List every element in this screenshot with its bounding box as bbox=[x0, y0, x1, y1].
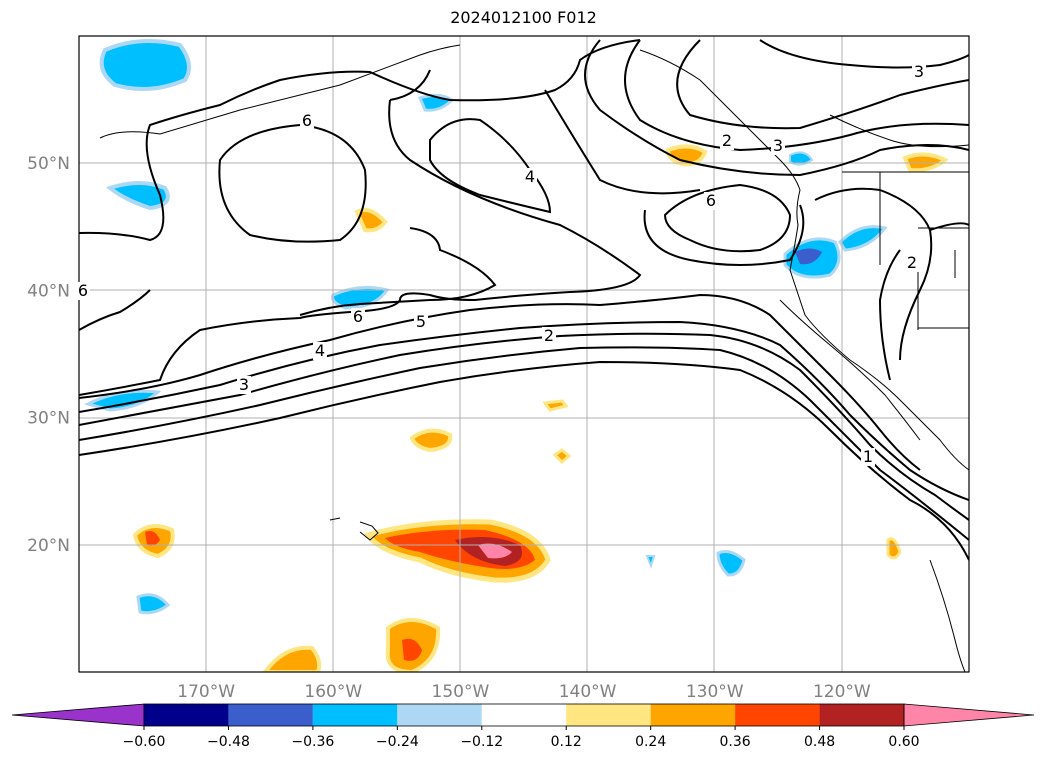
contour-label: 6 bbox=[353, 307, 363, 326]
colorbar-segment bbox=[735, 704, 820, 726]
contour-label-bg bbox=[861, 448, 875, 466]
contour-label-bg bbox=[300, 112, 314, 130]
map-title: 2024012100 F012 bbox=[450, 8, 597, 27]
contour-label-bg bbox=[912, 63, 926, 81]
lat-label-30: 30°N bbox=[27, 409, 70, 429]
lon-label-120: 120°W bbox=[813, 682, 871, 702]
contour-label: 6 bbox=[78, 281, 88, 300]
lat-label-50: 50°N bbox=[27, 154, 70, 174]
colorbar-tick-label: −0.12 bbox=[460, 734, 503, 750]
contour-label: 5 bbox=[416, 312, 426, 331]
colorbar-tick-label: −0.60 bbox=[123, 734, 166, 750]
lon-label-160: 160°W bbox=[304, 682, 362, 702]
colorbar-tick-label: 0.24 bbox=[635, 734, 666, 750]
colorbar-tick-labels: −0.60 −0.48 −0.36 −0.24 −0.12 0.12 0.24 0.36 0.4… bbox=[123, 726, 920, 750]
contour-label-bg bbox=[542, 327, 556, 345]
contour-label: 3 bbox=[773, 136, 783, 155]
lat-label-40: 40°N bbox=[27, 281, 70, 301]
contour-label-bg bbox=[905, 254, 919, 272]
colorbar-segment bbox=[228, 704, 313, 726]
gridlines bbox=[79, 36, 969, 672]
contour-label: 2 bbox=[907, 253, 917, 272]
contour-label: 2 bbox=[544, 326, 554, 345]
plot-frame bbox=[78, 35, 970, 673]
contour-label: 4 bbox=[315, 341, 325, 360]
colorbar-segment bbox=[819, 704, 904, 726]
lon-label-150: 150°W bbox=[432, 682, 490, 702]
lon-label-130: 130°W bbox=[686, 682, 744, 702]
colorbar-tick-label: −0.24 bbox=[376, 734, 419, 750]
contour-label-bg bbox=[523, 168, 537, 186]
colorbar-extend-low bbox=[11, 703, 145, 727]
lat-label-20: 20°N bbox=[27, 536, 70, 556]
colorbar-tick-label: 0.48 bbox=[804, 734, 835, 750]
contour-label-bg bbox=[351, 308, 365, 326]
contour-label-layer: 6 6 6 6 5 4 4 3 3 3 2 2 2 1 bbox=[76, 62, 926, 466]
contour-label: 4 bbox=[525, 167, 535, 186]
contour-label-bg bbox=[76, 282, 90, 300]
contour-label: 6 bbox=[706, 191, 716, 210]
colorbar-tick-label: −0.48 bbox=[207, 734, 250, 750]
contour-label: 6 bbox=[302, 111, 312, 130]
contour-label-bg bbox=[771, 137, 785, 155]
colorbar-segment bbox=[481, 704, 567, 726]
colorbar-tick-label: 0.12 bbox=[551, 734, 582, 750]
contour-label-bg bbox=[704, 192, 718, 210]
longitude-labels: 170°W 160°W 150°W 140°W 130°W 120°W bbox=[177, 682, 871, 702]
colorbar-tick-label: 0.60 bbox=[888, 734, 919, 750]
anomaly-fill-layer bbox=[83, 39, 949, 672]
colorbar-segment bbox=[650, 704, 736, 726]
contour-label-bg bbox=[414, 313, 428, 331]
contour-label-bg bbox=[720, 132, 734, 150]
colorbar-tick-label: −0.36 bbox=[291, 734, 334, 750]
colorbar bbox=[11, 703, 1035, 727]
colorbar-segment bbox=[144, 704, 229, 726]
contour-label: 3 bbox=[239, 375, 249, 394]
colorbar-segment bbox=[312, 704, 398, 726]
contour-label-bg bbox=[237, 376, 251, 394]
colorbar-outline bbox=[143, 703, 905, 727]
colorbar-segment bbox=[566, 704, 651, 726]
coastlines bbox=[99, 44, 969, 672]
contour-label: 2 bbox=[722, 131, 732, 150]
contour-label: 3 bbox=[914, 62, 924, 81]
lon-label-170: 170°W bbox=[177, 682, 235, 702]
colorbar-segment bbox=[397, 704, 482, 726]
contour-label: 1 bbox=[863, 447, 873, 466]
colorbar-extend-high bbox=[903, 703, 1035, 727]
colorbar-tick-label: 0.36 bbox=[720, 734, 751, 750]
lon-label-140: 140°W bbox=[559, 682, 617, 702]
latitude-labels: 20°N 30°N 40°N 50°N bbox=[27, 154, 70, 556]
contour-label-bg bbox=[313, 342, 327, 360]
